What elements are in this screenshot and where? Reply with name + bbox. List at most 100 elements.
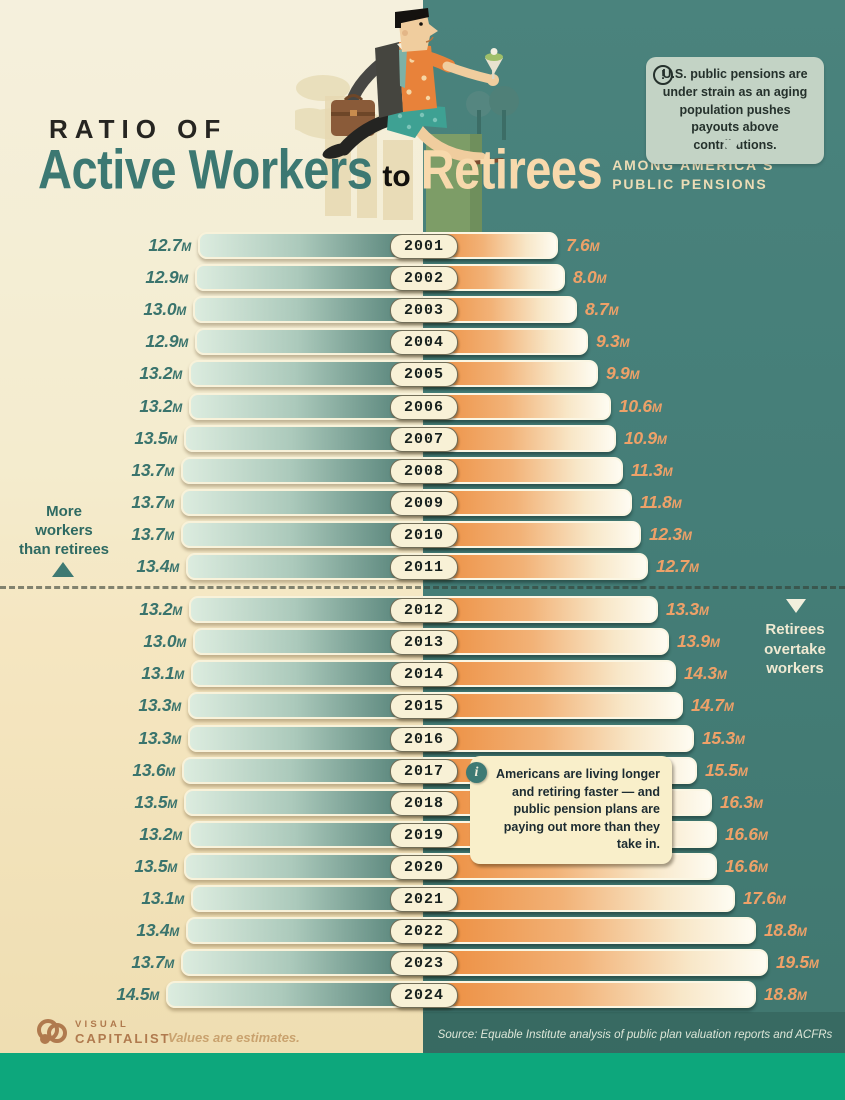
background-right-teal xyxy=(423,0,845,1100)
bar-retirees-2010 xyxy=(423,520,641,548)
retirees-value-2024: 18.8M xyxy=(764,984,807,1005)
bar-retirees-2013 xyxy=(423,628,669,656)
workers-value-2004: 12.9M xyxy=(145,331,188,352)
retirees-value-2010: 12.3M xyxy=(649,523,692,544)
workers-value-2002: 12.9M xyxy=(145,267,188,288)
retirees-value-2007: 10.9M xyxy=(624,427,667,448)
visual-capitalist-icon xyxy=(37,1019,67,1044)
retirees-overtake-annotation: Retirees overtake workers xyxy=(764,621,826,677)
retirees-value-2019: 16.6M xyxy=(725,823,768,844)
year-label-2021: 2021 xyxy=(390,887,458,912)
workers-value-2019: 13.2M xyxy=(139,823,182,844)
bar-workers-2018 xyxy=(184,788,423,816)
bar-retirees-2015 xyxy=(423,692,683,720)
retirees-value-2012: 13.3M xyxy=(666,599,709,620)
bar-retirees-2021 xyxy=(423,885,735,912)
bar-workers-2002 xyxy=(195,264,423,292)
workers-value-2020: 13.5M xyxy=(134,855,177,876)
bar-retirees-2011 xyxy=(423,553,648,580)
year-label-2020: 2020 xyxy=(390,854,458,880)
bar-retirees-2016 xyxy=(423,724,694,752)
kicker-ratio-of: RATIO OF xyxy=(49,114,228,144)
bar-workers-2022 xyxy=(186,917,423,945)
bar-retirees-2014 xyxy=(423,660,676,688)
retirees-value-2011: 12.7M xyxy=(656,556,699,576)
warning-callout-tail xyxy=(722,140,740,157)
bar-retirees-2024 xyxy=(423,981,756,1009)
workers-value-2005: 13.2M xyxy=(139,363,182,384)
retirees-value-2022: 18.8M xyxy=(764,920,807,941)
year-label-2014: 2014 xyxy=(390,662,458,688)
workers-value-2003: 13.0M xyxy=(143,299,186,320)
retirees-value-2006: 10.6M xyxy=(619,395,662,416)
workers-value-2009: 13.7M xyxy=(131,491,174,512)
workers-value-2024: 14.5M xyxy=(116,984,159,1005)
info-callout: i Americans are living longer and retiri… xyxy=(466,756,672,864)
visual-capitalist-logo: VISUAL CAPITALIST xyxy=(36,1017,171,1047)
down-triangle-icon xyxy=(786,599,806,613)
bar-workers-2003 xyxy=(193,296,423,324)
bar-workers-2004 xyxy=(195,328,423,356)
retirees-value-2013: 13.9M xyxy=(677,631,720,652)
workers-value-2014: 13.1M xyxy=(141,663,184,684)
year-label-2005: 2005 xyxy=(390,362,458,388)
source-note: Source: Equable Institute analysis of pu… xyxy=(437,1029,833,1041)
retirees-value-2008: 11.3M xyxy=(631,459,673,480)
bar-retirees-2023 xyxy=(423,949,768,977)
exclamation-icon: ! xyxy=(653,65,673,85)
bar-workers-2023 xyxy=(181,949,423,977)
retirees-value-2009: 11.8M xyxy=(640,491,682,512)
year-label-2003: 2003 xyxy=(390,298,458,324)
title-retirees: Retirees xyxy=(420,138,603,201)
workers-value-2015: 13.3M xyxy=(138,695,181,716)
up-triangle-icon xyxy=(52,562,74,577)
bar-workers-2016 xyxy=(188,724,423,752)
retirees-value-2001: 7.6M xyxy=(566,235,600,255)
year-label-2017: 2017 xyxy=(390,758,458,784)
bar-workers-2014 xyxy=(191,660,423,688)
year-label-2009: 2009 xyxy=(390,490,458,516)
retirees-value-2014: 14.3M xyxy=(684,663,727,684)
workers-value-2006: 13.2M xyxy=(139,395,182,416)
retirees-value-2005: 9.9M xyxy=(606,363,640,384)
bar-workers-2009 xyxy=(181,488,423,516)
year-label-2001: 2001 xyxy=(390,234,458,259)
workers-value-2013: 13.0M xyxy=(143,631,186,652)
bar-workers-2006 xyxy=(189,392,423,420)
bar-workers-2010 xyxy=(181,520,423,548)
bar-workers-2011 xyxy=(186,553,423,580)
year-label-2019: 2019 xyxy=(390,822,458,848)
year-label-2018: 2018 xyxy=(390,790,458,816)
retirees-value-2016: 15.3M xyxy=(702,727,745,748)
year-label-2022: 2022 xyxy=(390,919,458,945)
bar-workers-2024 xyxy=(166,981,423,1009)
year-label-2016: 2016 xyxy=(390,726,458,752)
year-label-2013: 2013 xyxy=(390,630,458,656)
title-to: to xyxy=(382,160,411,193)
year-label-2010: 2010 xyxy=(390,522,458,548)
threshold-dashed-divider xyxy=(0,586,845,589)
workers-value-2022: 13.4M xyxy=(136,920,179,941)
vc-word-capitalist: CAPITALIST xyxy=(75,1030,171,1046)
retirees-value-2002: 8.0M xyxy=(573,267,607,288)
retirees-value-2018: 16.3M xyxy=(720,791,763,812)
retirees-value-2020: 16.6M xyxy=(725,855,768,876)
year-label-2024: 2024 xyxy=(390,983,458,1009)
workers-value-2017: 13.6M xyxy=(132,759,175,780)
workers-value-2023: 13.7M xyxy=(131,952,174,973)
year-label-2004: 2004 xyxy=(390,330,458,356)
retirees-value-2023: 19.5M xyxy=(776,952,819,973)
year-label-2011: 2011 xyxy=(390,555,458,580)
values-estimates-note: Values are estimates. xyxy=(168,1030,300,1045)
year-label-2007: 2007 xyxy=(390,426,458,452)
retirees-value-2021: 17.6M xyxy=(743,888,786,908)
page-title: Active Workers to Retirees AMONG AMERICA… xyxy=(38,142,774,197)
bar-workers-2005 xyxy=(189,360,423,388)
year-label-2008: 2008 xyxy=(390,458,458,484)
title-active-workers: Active Workers xyxy=(38,138,373,201)
year-label-2002: 2002 xyxy=(390,266,458,292)
vc-word-visual: VISUAL xyxy=(75,1018,130,1030)
year-label-2012: 2012 xyxy=(390,598,458,624)
workers-value-2007: 13.5M xyxy=(134,427,177,448)
